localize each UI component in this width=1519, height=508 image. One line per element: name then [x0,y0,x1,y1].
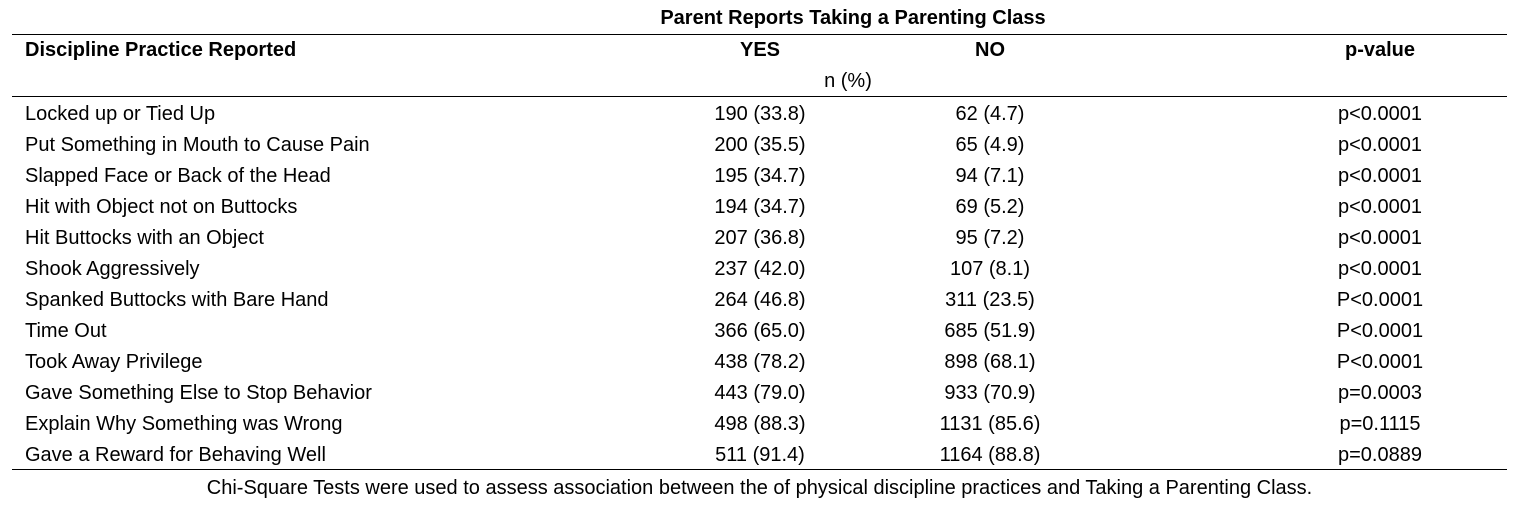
table-row: Put Something in Mouth to Cause Pain 200… [0,131,1519,162]
table-row: Slapped Face or Back of the Head 195 (34… [0,162,1519,193]
yes-cell: 511 (91.4) [715,444,805,466]
p-value-cell: p=0.0889 [1338,444,1422,466]
yes-cell: 190 (33.8) [714,103,806,125]
no-cell: 933 (70.9) [944,382,1036,404]
p-value-cell: p<0.0001 [1338,258,1422,280]
header-rule [12,96,1507,97]
p-value-cell: p<0.0001 [1338,103,1422,125]
column-header-p-value: p-value [1344,39,1416,61]
unit-label: n (%) [824,70,872,92]
no-cell: 65 (4.9) [955,134,1025,156]
no-cell: 1131 (85.6) [939,413,1041,435]
column-header-yes: YES [739,39,781,61]
table-footnote: Chi-Square Tests were used to assess ass… [206,477,1313,499]
no-cell: 69 (5.2) [955,196,1025,218]
yes-cell: 438 (78.2) [714,351,806,373]
table-row: Gave a Reward for Behaving Well 511 (91.… [0,441,1519,472]
p-value-cell: p<0.0001 [1338,196,1422,218]
no-cell: 94 (7.1) [955,165,1025,187]
practice-cell: Locked up or Tied Up [25,103,216,125]
p-value-cell: P<0.0001 [1336,320,1424,342]
table-row: Gave Something Else to Stop Behavior 443… [0,379,1519,410]
yes-cell: 366 (65.0) [714,320,806,342]
table-row: Explain Why Something was Wrong 498 (88.… [0,410,1519,441]
table-row: Spanked Buttocks with Bare Hand 264 (46.… [0,286,1519,317]
table-row: Hit with Object not on Buttocks 194 (34.… [0,193,1519,224]
no-cell: 1164 (88.8) [939,444,1041,466]
column-header-no: NO [975,39,1005,61]
table-row: Locked up or Tied Up 190 (33.8) 62 (4.7)… [0,100,1519,131]
column-header-practice: Discipline Practice Reported [25,39,297,61]
yes-cell: 194 (34.7) [714,196,806,218]
practice-cell: Explain Why Something was Wrong [25,413,343,435]
practice-cell: Hit with Object not on Buttocks [25,196,298,218]
yes-cell: 195 (34.7) [714,165,806,187]
p-value-cell: P<0.0001 [1336,289,1424,311]
yes-cell: 207 (36.8) [714,227,806,249]
practice-cell: Took Away Privilege [25,351,203,373]
practice-cell: Slapped Face or Back of the Head [25,165,331,187]
no-cell: 311 (23.5) [945,289,1035,311]
no-cell: 898 (68.1) [944,351,1036,373]
table-row: Time Out 366 (65.0) 685 (51.9) P<0.0001 [0,317,1519,348]
no-cell: 95 (7.2) [955,227,1025,249]
yes-cell: 498 (88.3) [714,413,806,435]
practice-cell: Spanked Buttocks with Bare Hand [25,289,329,311]
practice-cell: Hit Buttocks with an Object [25,227,264,249]
p-value-cell: p=0.1115 [1339,413,1421,435]
p-value-cell: p=0.0003 [1338,382,1422,404]
yes-cell: 237 (42.0) [714,258,806,280]
table-row: Shook Aggressively 237 (42.0) 107 (8.1) … [0,255,1519,286]
p-value-cell: p<0.0001 [1338,165,1422,187]
column-header-row: Discipline Practice Reported YES NO p-va… [0,37,1519,63]
p-value-cell: p<0.0001 [1338,134,1422,156]
practice-cell: Gave a Reward for Behaving Well [25,444,326,466]
no-cell: 62 (4.7) [955,103,1025,125]
no-cell: 107 (8.1) [949,258,1031,280]
p-value-cell: p<0.0001 [1338,227,1422,249]
table-row: Hit Buttocks with an Object 207 (36.8) 9… [0,224,1519,255]
yes-cell: 200 (35.5) [714,134,806,156]
table-row: Took Away Privilege 438 (78.2) 898 (68.1… [0,348,1519,379]
practice-cell: Time Out [25,320,107,342]
p-value-cell: P<0.0001 [1336,351,1424,373]
table-body: Locked up or Tied Up 190 (33.8) 62 (4.7)… [0,100,1519,472]
group-header: Parent Reports Taking a Parenting Class [660,7,1046,29]
practice-cell: Shook Aggressively [25,258,200,280]
yes-cell: 443 (79.0) [714,382,806,404]
practice-cell: Put Something in Mouth to Cause Pain [25,134,370,156]
no-cell: 685 (51.9) [944,320,1036,342]
bottom-rule [12,469,1507,470]
yes-cell: 264 (46.8) [714,289,806,311]
top-rule [12,34,1507,35]
practice-cell: Gave Something Else to Stop Behavior [25,382,372,404]
